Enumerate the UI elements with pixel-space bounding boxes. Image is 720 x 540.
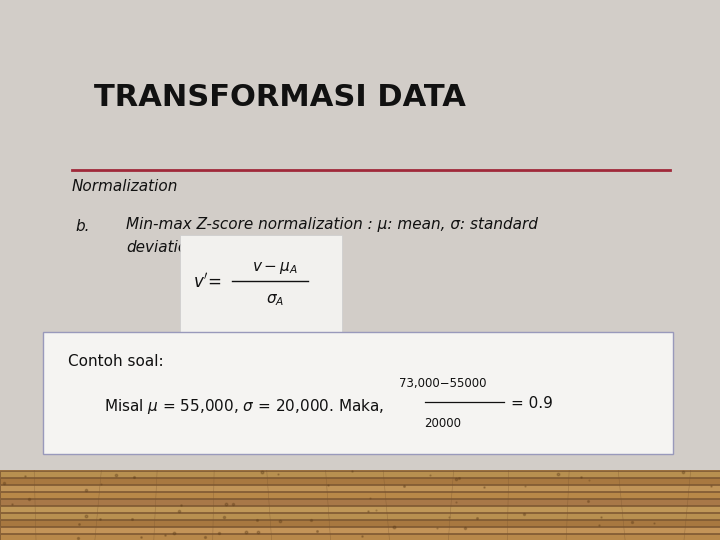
- Bar: [0, 534, 720, 540]
- Text: 20000: 20000: [424, 417, 462, 430]
- Bar: [0, 506, 720, 512]
- Text: Misal $\mu$ = 55,000, $\sigma$ = 20,000. Maka,: Misal $\mu$ = 55,000, $\sigma$ = 20,000.…: [104, 397, 384, 416]
- FancyBboxPatch shape: [180, 235, 342, 335]
- Text: $v'$=: $v'$=: [193, 273, 222, 292]
- Bar: [0, 520, 720, 526]
- Bar: [0, 471, 720, 477]
- Bar: [0, 470, 720, 540]
- Text: = 0.9: = 0.9: [511, 396, 553, 411]
- Bar: [0, 492, 720, 498]
- Bar: [0, 499, 720, 505]
- Text: TRANSFORMASI DATA: TRANSFORMASI DATA: [94, 83, 465, 112]
- Bar: [0, 527, 720, 533]
- FancyBboxPatch shape: [43, 332, 673, 454]
- Bar: [0, 0, 720, 470]
- Text: $v-\mu_A$: $v-\mu_A$: [253, 260, 298, 275]
- Bar: [0, 478, 720, 484]
- Text: deviation: deviation: [126, 240, 197, 255]
- Text: $\sigma_A$: $\sigma_A$: [266, 292, 284, 308]
- Text: Normalization: Normalization: [72, 179, 179, 194]
- Text: Min-max Z-score normalization : μ: mean, σ: standard: Min-max Z-score normalization : μ: mean,…: [126, 217, 538, 232]
- Text: 73,000−55000: 73,000−55000: [399, 377, 487, 390]
- Text: Contoh soal:: Contoh soal:: [68, 354, 164, 369]
- Bar: [0, 513, 720, 519]
- Text: b.: b.: [76, 219, 90, 234]
- Bar: [0, 485, 720, 491]
